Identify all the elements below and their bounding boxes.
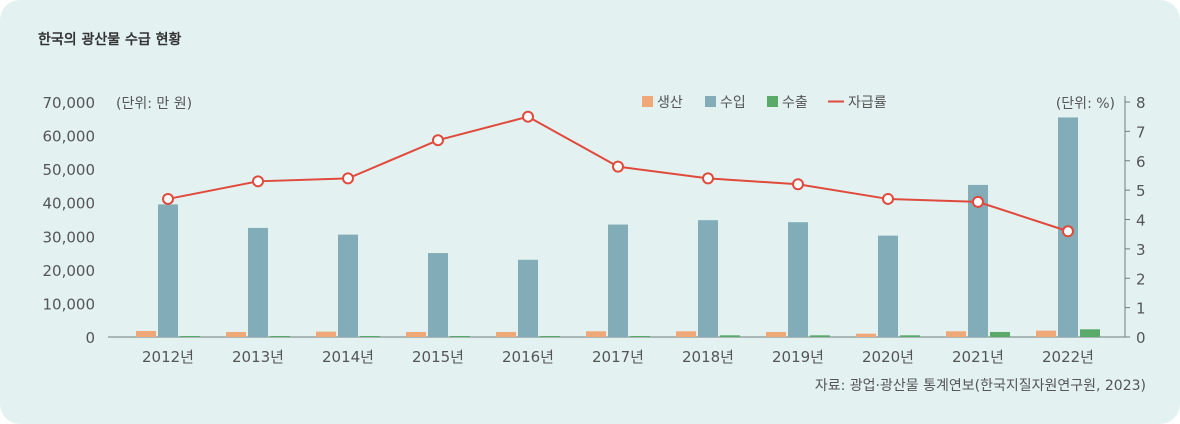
bar-수입 (608, 224, 628, 337)
left-tick-label: 50,000 (43, 161, 96, 179)
source-note: 자료: 광업·광산물 통계연보(한국지질자원연구원, 2023) (815, 378, 1146, 394)
bar-수출 (450, 335, 470, 337)
legend-swatch-생산 (642, 96, 653, 107)
bar-수출 (630, 335, 650, 337)
bar-수입 (968, 184, 988, 337)
bars-group (136, 117, 1100, 337)
point-자급률 (342, 172, 354, 185)
bar-수출 (180, 335, 200, 337)
left-tick-label: 0 (85, 329, 95, 347)
chart-title: 한국의 광산물 수급 현황 (38, 32, 182, 48)
legend-swatch-수출 (767, 96, 778, 107)
right-tick-label: 8 (1136, 94, 1146, 112)
left-tick-label: 30,000 (43, 228, 96, 246)
bar-수입 (248, 227, 268, 337)
bar-생산 (766, 331, 786, 337)
point-자급률 (612, 160, 624, 173)
bar-수입 (788, 222, 808, 337)
point-자급률 (432, 134, 444, 147)
left-axis-unit-label: (단위: 만 원) (116, 96, 192, 112)
x-tick-label: 2012년 (142, 348, 194, 366)
x-tick-label: 2018년 (682, 348, 734, 366)
left-tick-label: 60,000 (43, 128, 96, 146)
point-자급률 (702, 172, 714, 185)
bar-수입 (878, 235, 898, 337)
bar-수입 (518, 259, 538, 337)
bar-수입 (338, 234, 358, 337)
bar-생산 (496, 331, 516, 337)
x-tick-label: 2022년 (1042, 348, 1094, 366)
x-tick-label: 2020년 (862, 348, 914, 366)
right-tick-label: 5 (1136, 182, 1146, 200)
x-tick-label: 2014년 (322, 348, 374, 366)
point-자급률 (1062, 225, 1074, 238)
right-tick-label: 3 (1136, 241, 1146, 259)
bar-생산 (586, 331, 606, 337)
x-tick-label: 2021년 (952, 348, 1004, 366)
bar-생산 (946, 331, 966, 337)
bar-수입 (158, 204, 178, 337)
legend-label-생산: 생산 (657, 95, 683, 111)
x-tick-label: 2019년 (772, 348, 824, 366)
line-자급률 (167, 115, 1069, 233)
bar-생산 (676, 331, 696, 337)
point-자급률 (162, 192, 174, 205)
x-tick-label: 2013년 (232, 348, 284, 366)
bar-생산 (226, 331, 246, 337)
bar-수출 (720, 335, 740, 337)
bar-수출 (360, 335, 380, 337)
left-tick-label: 40,000 (43, 195, 96, 213)
line-group (162, 110, 1074, 238)
x-tick-label: 2015년 (412, 348, 464, 366)
point-자급률 (252, 175, 264, 188)
axes-group: 0 10,000 20,000 30,000 40,000 50,000 60,000 70,… (43, 94, 1146, 366)
legend-swatch-수입 (705, 96, 716, 107)
bar-수출 (900, 335, 920, 337)
point-자급률 (792, 178, 804, 191)
left-tick-label: 20,000 (43, 262, 96, 280)
x-tick-label: 2016년 (502, 348, 554, 366)
bar-수출 (1080, 329, 1100, 337)
point-자급률 (972, 195, 984, 208)
bar-생산 (406, 331, 426, 337)
right-tick-label: 6 (1136, 153, 1146, 171)
x-tick-label: 2017년 (592, 348, 644, 366)
bar-수출 (810, 335, 830, 337)
right-tick-label: 1 (1136, 300, 1146, 318)
bar-생산 (1036, 330, 1056, 337)
bar-생산 (316, 331, 336, 337)
right-tick-label: 4 (1136, 212, 1146, 230)
right-axis-unit-label: (단위: %) (1056, 96, 1115, 112)
right-tick-label: 2 (1136, 270, 1146, 288)
right-tick-label: 0 (1136, 329, 1146, 347)
bar-생산 (856, 333, 876, 337)
left-tick-label: 10,000 (43, 295, 96, 313)
left-tick-label: 70,000 (43, 94, 96, 112)
bar-생산 (136, 330, 156, 337)
legend-label-자급률: 자급률 (848, 95, 887, 111)
bar-수출 (990, 331, 1010, 337)
legend-label-수입: 수입 (720, 95, 746, 111)
bar-수입 (428, 253, 448, 337)
point-자급률 (522, 110, 534, 123)
bar-수입 (698, 220, 718, 337)
legend-group: 생산 수입 수출 자급률 (642, 95, 887, 111)
bar-수출 (270, 335, 290, 337)
legend-label-수출: 수출 (782, 95, 808, 111)
bar-수출 (540, 335, 560, 337)
point-자급률 (882, 192, 894, 205)
right-tick-label: 7 (1136, 123, 1146, 141)
